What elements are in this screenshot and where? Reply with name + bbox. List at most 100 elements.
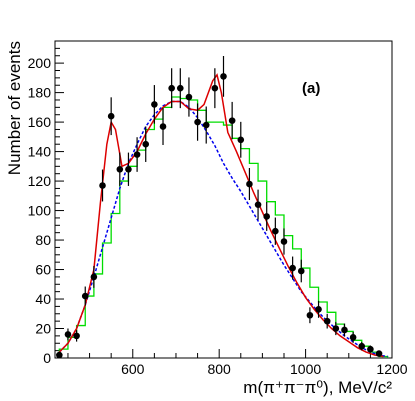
data-marker [358,342,366,350]
y-tick-label: 20 [35,321,51,337]
data-marker [228,117,236,124]
x-tick-label: 800 [207,361,231,377]
data-point [228,101,236,140]
data-point [176,68,184,109]
series-layer [56,56,389,359]
data-marker [263,213,271,220]
data-point [375,350,383,357]
data-point [220,56,227,97]
data-marker [90,273,98,281]
data-point [246,168,253,201]
data-point [237,121,245,158]
data-point [133,137,141,172]
data-marker [367,345,374,353]
y-tick-label: 140 [28,144,52,160]
data-point [107,97,115,136]
y-tick-label: 0 [43,350,51,366]
data-point [159,108,167,145]
data-point [194,103,201,141]
data-point [90,265,98,288]
y-tick-label: 180 [28,85,52,101]
data-marker [246,180,253,188]
data-marker [297,267,305,275]
data-marker [99,182,106,189]
data-marker [220,73,227,80]
data-point [56,351,63,359]
data-marker [168,84,175,92]
data-marker [323,317,331,325]
data-point [202,106,210,144]
data-point [323,313,331,329]
x-axis: 600 800 1000 1200 [67,349,408,377]
data-marker [176,84,184,92]
data-marker [142,140,150,148]
x-tick-label: 1000 [290,361,321,377]
data-marker [185,93,193,101]
y-tick-label: 100 [28,203,52,219]
data-marker [341,326,348,334]
mc-histogram [58,96,389,358]
data-point [81,286,89,306]
data-point [280,228,288,255]
data-marker [280,238,288,245]
data-point [211,68,219,109]
data-marker [375,350,383,357]
data-point [151,85,158,124]
data-marker [306,311,314,319]
data-marker [272,227,279,235]
data-marker [116,165,124,173]
y-tick-label: 160 [28,114,52,130]
data-point [263,202,271,231]
data-point [142,126,150,162]
data-marker [202,121,210,129]
data-marker [194,118,201,126]
data-marker [64,331,72,338]
data-marker [237,136,245,144]
data-point [289,256,296,280]
x-tick-label: 600 [121,361,145,377]
data-point [367,345,374,353]
data-marker [349,334,357,341]
data-marker [56,351,63,359]
x-axis-label: m(π⁺π⁻π⁰), MeV/c² [243,378,392,397]
data-point [99,169,106,202]
data-marker [289,264,296,272]
data-point [125,152,132,186]
data-point [306,307,314,324]
panel-label: (a) [302,80,320,97]
data-point [341,323,348,337]
y-axis-label: Number of events [5,41,24,175]
y-tick-label: 200 [28,55,52,71]
data-point [64,328,72,341]
data-marker [133,151,141,158]
y-tick-label: 40 [35,291,51,307]
data-marker [107,112,115,120]
y-tick-label: 120 [28,173,52,189]
data-point [168,68,175,109]
data-point [116,152,124,186]
data-marker [73,332,80,340]
data-marker [151,101,158,108]
background-curve [58,100,388,358]
data-marker [332,325,340,332]
data-marker [254,201,262,208]
y-tick-label: 60 [35,262,51,278]
data-point [254,189,262,220]
plot-frame [54,40,393,359]
data-point [349,331,357,343]
data-marker [315,306,322,313]
data-marker [81,292,89,300]
data-point [73,330,80,342]
data-point [297,259,305,283]
data-marker [211,84,219,92]
data-point [358,342,366,351]
x-tick-label: 1200 [376,361,407,377]
data-point [332,321,340,336]
y-axis: 0 20 40 60 80 100 120 140 160 180 200 [28,47,64,366]
data-marker [125,165,132,173]
data-point [185,77,193,117]
data-point [315,300,322,318]
data-marker [159,123,167,130]
data-point [272,217,279,245]
